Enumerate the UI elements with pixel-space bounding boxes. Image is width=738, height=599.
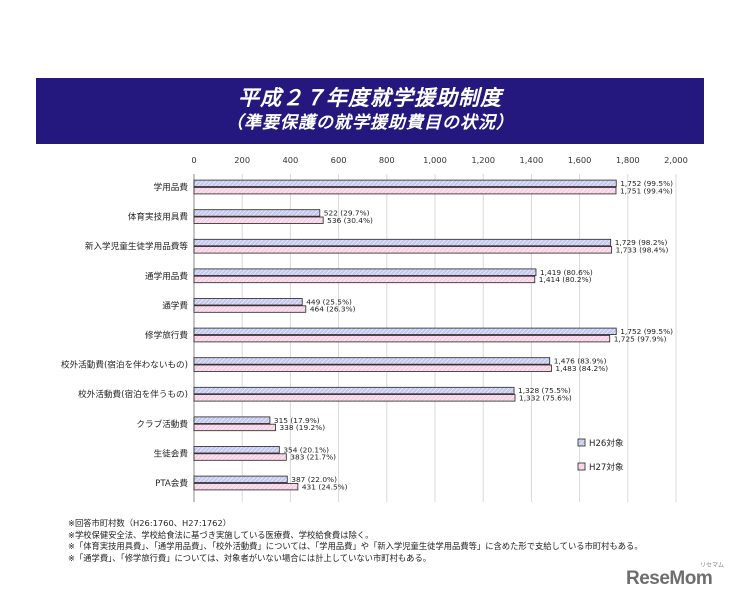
bar-h27	[193, 334, 611, 343]
category-label: 通学費	[162, 299, 188, 311]
data-label: 338 (19.2%)	[279, 423, 325, 432]
bar-h26	[193, 179, 617, 188]
x-tick-label: 600	[331, 155, 347, 165]
chart-title: 平成２７年度就学援助制度	[238, 86, 502, 110]
x-tick-label: 800	[379, 155, 395, 165]
data-label: 1,751 (99.4%)	[620, 186, 673, 195]
bar-h27	[193, 482, 299, 491]
bar-h26	[193, 298, 303, 306]
data-label: 1,483 (84.2%)	[555, 364, 608, 373]
data-label: 383 (21.7%)	[290, 453, 336, 462]
legend-swatch	[577, 462, 586, 471]
bar-h27	[193, 216, 324, 224]
footnote: ※回答市町村数（H26:1760、H27:1762）	[68, 518, 232, 528]
category-label: 生徒会費	[154, 447, 189, 459]
data-label: 1,752 (99.5%)	[620, 179, 673, 188]
category-label: 修学旅行費	[145, 329, 188, 341]
x-tick-label: 1,000	[423, 155, 447, 165]
bar-h27	[193, 305, 307, 313]
title-banner: 平成２７年度就学援助制度 （準要保護の就学援助費目の状況）	[36, 78, 704, 144]
data-label: 1,332 (75.6%)	[519, 394, 572, 403]
footnotes: ※回答市町村数（H26:1760、H27:1762） ※学校保健安全法、学校給食…	[68, 518, 643, 564]
category-label: 校外活動費(宿泊を伴わないもの)	[61, 359, 188, 371]
chart-subtitle: （準要保護の就学援助費目の状況）	[226, 113, 514, 133]
x-tick-label: 1,400	[520, 155, 544, 165]
x-tick-label: 0	[191, 155, 196, 165]
data-label: 449 (25.5%)	[306, 297, 352, 306]
category-label: クラブ活動費	[136, 418, 188, 430]
x-tick-label: 1,600	[568, 155, 592, 165]
bar-h26	[193, 386, 515, 395]
legend-label: H27対象	[589, 461, 624, 473]
data-label: 387 (22.0%)	[291, 475, 337, 484]
bar-chart: 0 200 400 600 800 1,000 1,200 1,400 1,600 1,800 2,…	[61, 155, 688, 502]
category-label: 通学用品費	[145, 270, 188, 282]
bar-h27	[193, 423, 276, 432]
brand-logo-sub: リセマム	[700, 562, 725, 569]
data-label: 464 (26.3%)	[310, 305, 356, 314]
data-label: 354 (20.1%)	[283, 445, 329, 454]
x-tick-label: 1,200	[471, 155, 495, 165]
data-label: 1,476 (83.9%)	[554, 357, 607, 366]
x-tick-label: 400	[282, 155, 298, 165]
x-tick-label: 2,000	[664, 155, 688, 165]
data-label: 1,419 (80.6%)	[540, 268, 593, 277]
bar-h26	[193, 475, 288, 484]
data-label: 315 (17.9%)	[274, 416, 320, 425]
bar-h27	[193, 187, 617, 195]
x-tick-label: 200	[234, 155, 250, 165]
data-label: 1,733 (98.4%)	[616, 246, 669, 255]
bar-h26	[193, 327, 617, 336]
bar-h27	[193, 246, 613, 254]
category-label: PTA会費	[155, 477, 188, 489]
data-label: 1,328 (75.5%)	[518, 386, 571, 395]
bar-h26	[193, 357, 551, 365]
legend-label: H26対象	[589, 437, 624, 449]
bar-h26	[193, 446, 280, 454]
bar-h27	[193, 364, 552, 372]
brand-logo: ReseMom	[626, 568, 713, 589]
bar-h27	[193, 394, 516, 402]
footnote: ※「通学費」、「修学旅行費」については、対象者がいない場合には計上していない市町…	[68, 552, 432, 563]
footnote: ※学校保健安全法、学校給食法に基づき実施している医療費、学校給食費は除く。	[68, 529, 374, 540]
bar-h27	[193, 453, 287, 461]
category-label: 新入学児童生徒学用品費等	[85, 240, 189, 252]
bar-h26	[193, 238, 612, 247]
legend-swatch	[577, 438, 586, 447]
footnote: ※「体育実技用具費」、「通学用品費」、「校外活動費」については、「学用品費」や「…	[68, 541, 643, 551]
data-label: 522 (29.7%)	[324, 209, 370, 218]
bar-h27	[193, 275, 536, 284]
data-label: 1,752 (99.5%)	[620, 327, 673, 336]
x-tick-label: 1,800	[616, 155, 640, 165]
bar-h26	[193, 209, 321, 217]
bar-h26	[193, 416, 271, 424]
category-label: 体育実技用具費	[128, 211, 189, 223]
category-label: 校外活動費(宿泊を伴うもの)	[78, 388, 188, 400]
data-label: 431 (24.5%)	[302, 482, 348, 491]
data-label: 1,414 (80.2%)	[539, 275, 592, 284]
category-label: 学用品費	[154, 181, 189, 193]
bar-h26	[193, 268, 537, 276]
data-label: 1,729 (98.2%)	[615, 238, 668, 247]
data-label: 1,725 (97.9%)	[614, 334, 667, 343]
data-label: 536 (30.4%)	[327, 216, 373, 225]
